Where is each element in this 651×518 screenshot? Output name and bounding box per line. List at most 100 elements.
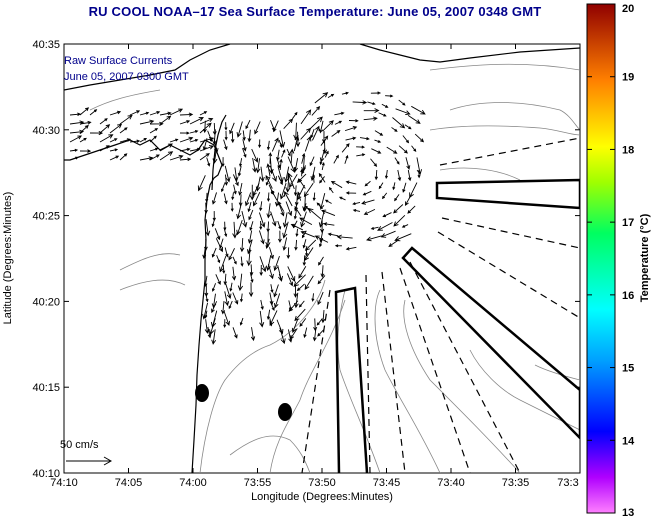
current-vector [249,221,254,231]
current-vector [287,172,295,190]
current-vector [252,191,261,207]
current-vector [371,148,382,154]
current-vector [314,92,329,104]
current-vector [294,206,302,217]
current-vector [320,265,325,278]
current-vector [394,194,400,202]
current-vector [316,202,323,210]
current-vector [345,246,357,251]
current-vector [239,317,244,326]
current-vector [228,248,235,261]
current-vector [109,138,118,143]
current-vector [215,238,224,253]
radial-line [381,271,406,473]
legend-line2: June 05, 2007 0300 GMT [64,71,189,83]
current-vector [119,153,128,161]
current-vector [232,174,239,187]
current-vector [273,255,280,272]
current-vector [417,169,421,179]
current-vector [334,244,342,248]
colorbar-tick-label: 14 [622,435,635,447]
map-content [64,44,580,473]
current-vector [317,275,326,285]
current-vector [374,169,378,181]
current-vector [312,173,316,183]
current-vector [252,157,257,173]
current-vector [393,204,404,214]
current-vector [307,207,322,220]
current-vector [149,128,159,134]
current-vector [254,121,261,135]
current-vector [199,145,215,152]
current-vector [129,110,141,116]
current-vector [69,148,79,152]
current-vector [250,327,256,342]
current-vector [266,163,271,177]
current-vector [378,112,387,117]
current-vector [344,126,358,132]
current-vector [279,158,283,171]
current-vector [384,169,388,180]
current-vector [223,193,228,205]
current-vector [382,212,392,218]
current-vector [266,140,271,151]
current-vector [352,201,361,206]
current-vector [249,184,255,201]
current-vector [159,111,172,116]
current-vector [330,180,343,189]
current-vector [279,130,286,148]
current-vector [320,135,329,146]
x-tick-label: 73:35 [502,477,530,489]
current-vector [282,212,288,228]
current-vector [364,180,371,187]
current-vector [139,137,148,143]
current-vector [265,238,270,249]
current-vector [401,224,409,228]
current-vector [278,201,285,212]
current-vector [223,227,228,238]
current-vector [139,156,154,161]
current-vector [236,203,242,220]
current-vector [260,166,265,183]
current-vector [269,301,275,312]
current-vector [293,158,299,173]
current-vector [259,256,267,273]
current-vector [266,203,272,219]
y-tick-label: 40:35 [32,39,60,51]
current-vector [258,212,266,228]
current-vector [381,103,389,108]
current-vector [278,273,283,282]
current-vector [232,221,238,239]
current-vector [119,138,131,143]
current-vector [321,161,325,171]
current-vector [224,130,228,141]
current-vector [293,185,298,197]
coastline-nj [64,139,223,473]
y-tick-label: 40:10 [32,468,60,480]
current-vector [159,151,174,161]
colorbar-tick-label: 16 [622,290,634,302]
current-vector [341,91,349,95]
current-vector [293,284,298,298]
current-vector [322,120,334,132]
current-vector [289,148,295,164]
current-vector [293,274,306,287]
current-vector [199,136,215,143]
current-vector [223,311,230,327]
current-vector [258,230,265,245]
current-vector [402,182,407,193]
x-tick-label: 73:55 [244,477,272,489]
current-vector [79,107,90,116]
current-vector [366,235,382,242]
current-vector [344,154,349,164]
current-vector [159,143,173,152]
current-vector [301,230,307,239]
map-title: RU COOL NOAA–17 Sea Surface Temperature:… [88,4,542,19]
channel-box-3 [334,286,369,473]
current-vector [179,136,194,143]
current-vector [69,156,79,161]
current-vector [290,223,304,231]
colorbar-tick-label: 13 [622,507,634,518]
colorbar-tick-label: 19 [622,72,634,84]
current-vector [407,205,416,214]
